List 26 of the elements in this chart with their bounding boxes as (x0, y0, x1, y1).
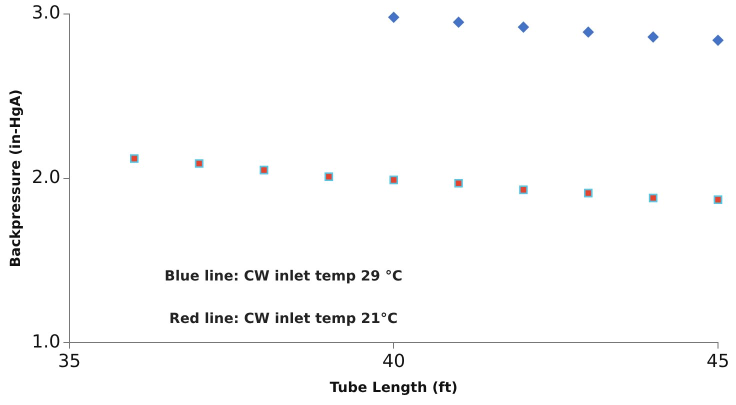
x-tick-label: 40 (382, 351, 406, 372)
x-axis-title: Tube Length (ft) (330, 380, 458, 396)
x-tick-label: 35 (58, 351, 81, 372)
y-tick-label: 3.0 (32, 2, 60, 24)
y-axis-title: Backpressure (in-HgA) (8, 89, 24, 268)
point (582, 26, 594, 38)
point (648, 32, 659, 42)
y-tick-label: 2.0 (32, 166, 60, 188)
point (648, 194, 658, 202)
point (584, 188, 593, 198)
point (714, 195, 722, 204)
point (453, 16, 464, 28)
point (260, 166, 268, 174)
y-tick-label: 1.0 (32, 331, 60, 352)
point (712, 34, 724, 46)
point (130, 154, 139, 163)
annotation: Red line: CW inlet temp 21°C (169, 311, 398, 328)
point (194, 159, 204, 168)
point (454, 178, 463, 188)
point (324, 172, 334, 181)
annotation: Blue line: CW inlet temp 29 °C (164, 268, 402, 285)
x-tick-label: 45 (706, 351, 730, 372)
point (519, 186, 528, 194)
point (518, 22, 529, 33)
point (389, 176, 398, 184)
point (388, 12, 400, 23)
